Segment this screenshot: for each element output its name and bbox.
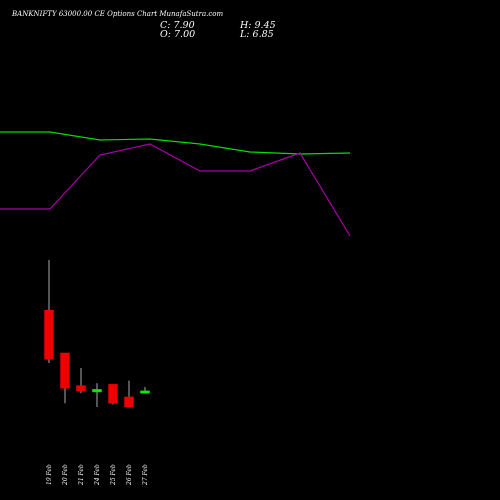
x-tick-label: 19 Feb (46, 464, 53, 485)
x-tick-label: 25 Feb (110, 464, 117, 486)
x-tick-label: 26 Feb (126, 464, 133, 486)
candle-body (92, 389, 102, 393)
candle-body (124, 396, 134, 408)
x-tick-label: 21 Feb (78, 464, 85, 486)
x-tick-label: 24 Feb (94, 464, 101, 486)
open-value: O: 7.00 (160, 29, 195, 40)
x-axis-ticks: 19 Feb 20 Feb 21 Feb 24 Feb 25 Feb 26 Feb 27 F… (46, 464, 149, 486)
indicator-lines (0, 131, 351, 237)
candle-body (60, 352, 70, 389)
candle-body (108, 384, 118, 404)
candle-body (140, 390, 150, 394)
magenta-indicator-line (0, 143, 351, 237)
high-value: H: 9.45 (239, 20, 276, 31)
low-value: L: 6.85 (239, 29, 274, 40)
chart-title: BANKNIFTY 63000.00 CE Options Chart Muna… (11, 10, 223, 18)
candle-body (76, 385, 86, 391)
x-tick-label: 20 Feb (62, 464, 69, 486)
close-value: C: 7.90 (160, 20, 195, 31)
x-tick-label: 27 Feb (142, 464, 149, 486)
green-indicator-line (0, 131, 351, 155)
candlesticks (44, 260, 150, 408)
candle-body (44, 310, 54, 360)
